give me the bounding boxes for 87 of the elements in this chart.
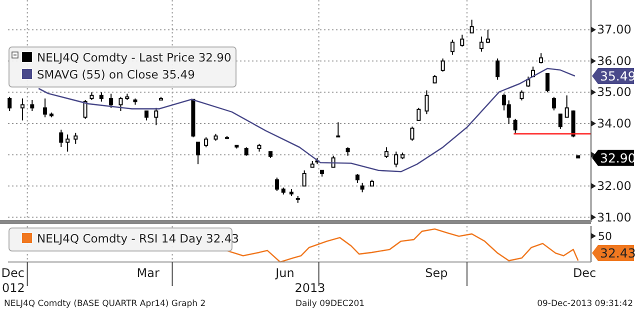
candlestick [539, 52, 544, 64]
candlestick [99, 92, 104, 102]
text: 2013 [294, 281, 326, 295]
x-tick-label: Sep [425, 266, 448, 280]
candlestick [416, 107, 421, 121]
candlestick [520, 90, 524, 101]
candlestick [394, 151, 398, 168]
candlestick [118, 96, 123, 112]
x-tick-label: Dec [1, 266, 24, 280]
x-tick-label: Dec [572, 266, 596, 280]
candlestick [90, 92, 94, 101]
candlestick [289, 188, 294, 197]
line-series [38, 68, 576, 172]
candlestick [234, 144, 239, 150]
candlestick [144, 110, 149, 121]
candlestick [49, 112, 54, 118]
candlestick [486, 29, 490, 44]
candlestick [225, 136, 230, 140]
candlestick [360, 182, 364, 193]
text: 50 [598, 230, 612, 243]
legend-label: SMAVG (55) on Close 35.49 [37, 68, 195, 82]
text: NELJ4Q Comdty (BASE QUARTR Apr14) Graph 2 [4, 299, 206, 309]
y-tick-label: 34.00 [597, 116, 632, 131]
y-tick-label: 36.00 [597, 54, 632, 68]
candlestick [346, 146, 350, 156]
candlestick [8, 96, 12, 112]
candlestick [479, 36, 484, 52]
candlestick [470, 19, 474, 34]
candlestick [204, 136, 208, 148]
x-tick-label: Jun [274, 266, 294, 280]
candlestick [355, 174, 360, 184]
text: 012 [2, 281, 25, 295]
candlestick [74, 132, 78, 144]
candlestick [336, 122, 340, 138]
candlestick [20, 98, 24, 121]
candlestick [281, 187, 286, 195]
candlestick [154, 107, 158, 126]
candlestick [552, 96, 556, 111]
candlestick [496, 58, 500, 80]
candlestick [571, 110, 576, 138]
candlestick [268, 151, 273, 158]
candlestick [564, 94, 569, 118]
candlestick [133, 98, 138, 106]
candlestick [310, 160, 314, 168]
candlestick [320, 170, 324, 178]
legend-label: NELJ4Q Comdty - RSI 14 Day 32.43 [37, 232, 239, 246]
candlestick [296, 196, 300, 204]
candlestick [30, 100, 34, 112]
candlestick [274, 177, 279, 192]
candlestick [302, 170, 306, 187]
candlestick [526, 76, 530, 88]
y-tick-label: 32.00 [597, 179, 632, 194]
candlestick [59, 129, 64, 148]
candlestick [558, 113, 562, 130]
text: Daily 09DEC201 [295, 299, 365, 309]
candlestick [576, 155, 580, 158]
y-tick-label: 37.00 [597, 22, 632, 37]
candlestick [531, 66, 536, 78]
y-tick-label: 31.00 [597, 210, 632, 224]
candlestick [384, 146, 388, 158]
candlestick [214, 133, 218, 142]
candlestick [410, 126, 414, 142]
candlestick [424, 90, 429, 115]
candlestick [191, 98, 196, 138]
candlestick [513, 118, 518, 134]
candlestick [440, 58, 445, 72]
candlestick [400, 152, 405, 160]
candlestick [257, 143, 262, 152]
candlestick [158, 96, 163, 101]
candlestick [450, 39, 454, 56]
candlestick [315, 157, 320, 165]
text: 35.49 [600, 68, 636, 84]
candlestick [460, 34, 464, 48]
x-tick-label: Mar [136, 266, 160, 280]
text: 09-Dec-2013 09:31:42 [537, 299, 633, 309]
candlestick [83, 100, 88, 120]
candlestick [244, 146, 248, 156]
candlestick [196, 142, 200, 165]
candlestick [109, 93, 114, 108]
candlestick [432, 74, 437, 84]
candlestick [546, 72, 550, 93]
candlestick [370, 179, 374, 187]
y-tick-label: 35.00 [597, 85, 632, 100]
candlestick [66, 134, 70, 152]
legend-label: NELJ4Q Comdty - Last Price 32.90 [37, 50, 232, 64]
candlestick [43, 98, 48, 118]
candlestick [125, 93, 130, 101]
